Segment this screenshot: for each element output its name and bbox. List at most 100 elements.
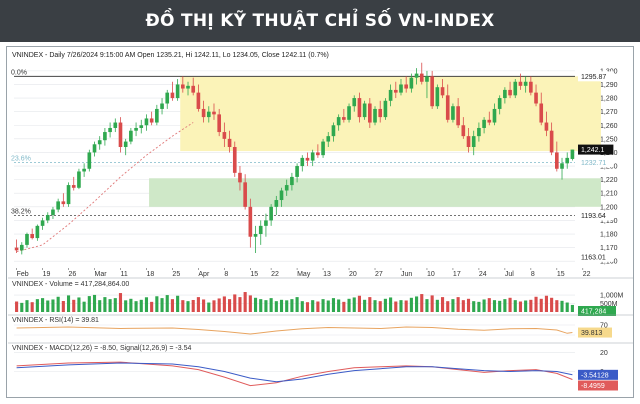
volume-bar bbox=[274, 301, 278, 312]
volume-bar bbox=[25, 300, 29, 312]
volume-bar bbox=[487, 298, 491, 312]
volume-bar bbox=[144, 297, 149, 312]
price-y-tick-label: 1,280 bbox=[600, 96, 618, 103]
candlestick bbox=[466, 136, 471, 148]
candlestick bbox=[212, 111, 216, 115]
candlestick bbox=[155, 108, 159, 123]
volume-bar bbox=[46, 300, 50, 312]
volume-bar bbox=[212, 300, 216, 312]
x-tick-label: Jun bbox=[401, 271, 412, 278]
volume-bar bbox=[337, 299, 341, 312]
price-y-tick-label: 1,180 bbox=[600, 232, 618, 239]
volume-bar bbox=[550, 297, 554, 312]
candlestick bbox=[383, 100, 388, 118]
volume-bar bbox=[378, 301, 382, 312]
candlestick bbox=[30, 234, 34, 239]
volume-bar bbox=[253, 297, 258, 312]
candlestick bbox=[326, 136, 331, 142]
price-y-tick-label: 1,210 bbox=[600, 191, 618, 198]
volume-bar bbox=[248, 295, 252, 312]
candlestick bbox=[222, 132, 227, 139]
candlestick bbox=[186, 85, 190, 89]
volume-bar bbox=[98, 300, 102, 312]
volume-bar bbox=[498, 300, 502, 312]
volume-bar bbox=[139, 299, 143, 312]
candlestick bbox=[253, 234, 258, 237]
price-y-tick-label: 1,250 bbox=[600, 136, 618, 143]
volume-bar bbox=[342, 301, 346, 312]
candlestick bbox=[97, 140, 102, 145]
price-label-box bbox=[578, 144, 614, 155]
candlestick bbox=[409, 77, 414, 89]
volume-bar bbox=[389, 297, 393, 312]
x-tick-label: 15 bbox=[557, 271, 565, 278]
rsi-line bbox=[16, 326, 573, 335]
x-tick-label: 13 bbox=[323, 271, 331, 278]
price-y-tick-label: 1,170 bbox=[600, 245, 618, 252]
volume-bar bbox=[524, 300, 528, 312]
volume-bar bbox=[207, 302, 211, 312]
volume-bar bbox=[124, 300, 128, 312]
candlestick bbox=[139, 125, 144, 128]
volume-bar bbox=[150, 301, 154, 312]
x-tick-label: 27 bbox=[375, 271, 383, 278]
volume-bar bbox=[451, 299, 455, 312]
volume-bar bbox=[503, 299, 507, 312]
volume-bar bbox=[435, 299, 439, 312]
x-tick-label: 19 bbox=[43, 271, 51, 278]
volume-bar bbox=[51, 299, 55, 312]
volume-bar bbox=[513, 300, 517, 312]
candlestick bbox=[435, 87, 440, 107]
price-label: 1193.64 bbox=[581, 213, 606, 220]
candlestick bbox=[61, 201, 66, 205]
price-y-tick-label: 1,260 bbox=[600, 123, 618, 130]
candlestick bbox=[19, 244, 24, 251]
volume-bar bbox=[565, 302, 569, 312]
x-tick-label: May bbox=[297, 271, 311, 278]
x-tick-label: Apr bbox=[198, 271, 210, 278]
volume-bar bbox=[66, 295, 71, 312]
candlestick bbox=[181, 84, 185, 89]
volume-y-tick-label: 1,000M bbox=[600, 293, 624, 300]
volume-bar bbox=[155, 296, 159, 312]
price-y-tick-label: 1,290 bbox=[600, 82, 618, 89]
candlestick bbox=[248, 206, 253, 237]
candlestick bbox=[71, 185, 76, 188]
candlestick bbox=[118, 122, 123, 148]
x-tick-label: 8 bbox=[224, 271, 228, 278]
candlestick bbox=[555, 152, 559, 169]
candlestick bbox=[175, 84, 180, 99]
x-tick-label: Feb bbox=[17, 271, 29, 278]
volume-bar bbox=[61, 301, 65, 312]
candlestick bbox=[456, 106, 460, 126]
x-tick-label: 22 bbox=[271, 271, 279, 278]
volume-bar bbox=[41, 298, 45, 312]
candlestick bbox=[274, 200, 279, 207]
volume-bar bbox=[191, 299, 195, 312]
candlestick bbox=[378, 108, 383, 118]
candlestick bbox=[279, 190, 284, 201]
volume-bar bbox=[108, 299, 112, 312]
candlestick bbox=[477, 127, 481, 137]
volume-bar bbox=[555, 300, 559, 312]
volume-bar bbox=[77, 297, 81, 312]
macd-last-value: -8.4959 bbox=[581, 383, 605, 390]
candlestick bbox=[14, 247, 19, 251]
page-title: ĐỒ THỊ KỸ THUẬT CHỈ SỐ VN-INDEX bbox=[145, 11, 495, 31]
price-y-tick-label: 1,270 bbox=[600, 109, 618, 116]
rsi-value-box bbox=[578, 327, 612, 338]
price-label-box bbox=[578, 71, 614, 82]
candlestick bbox=[149, 118, 154, 123]
signal-line bbox=[16, 362, 573, 383]
volume-bar bbox=[217, 298, 221, 312]
volume-bar bbox=[279, 299, 284, 312]
candlestick bbox=[269, 206, 273, 221]
candlestick bbox=[342, 117, 346, 120]
volume-bar bbox=[15, 301, 19, 312]
volume-label: VNINDEX - Volume = 417,284,864.00 bbox=[12, 281, 129, 288]
volume-bar bbox=[72, 299, 76, 312]
candlestick bbox=[523, 81, 528, 86]
x-tick-label: 10 bbox=[427, 271, 435, 278]
volume-last-value: 417,284 bbox=[581, 309, 606, 316]
x-tick-label: Mar bbox=[95, 271, 108, 278]
